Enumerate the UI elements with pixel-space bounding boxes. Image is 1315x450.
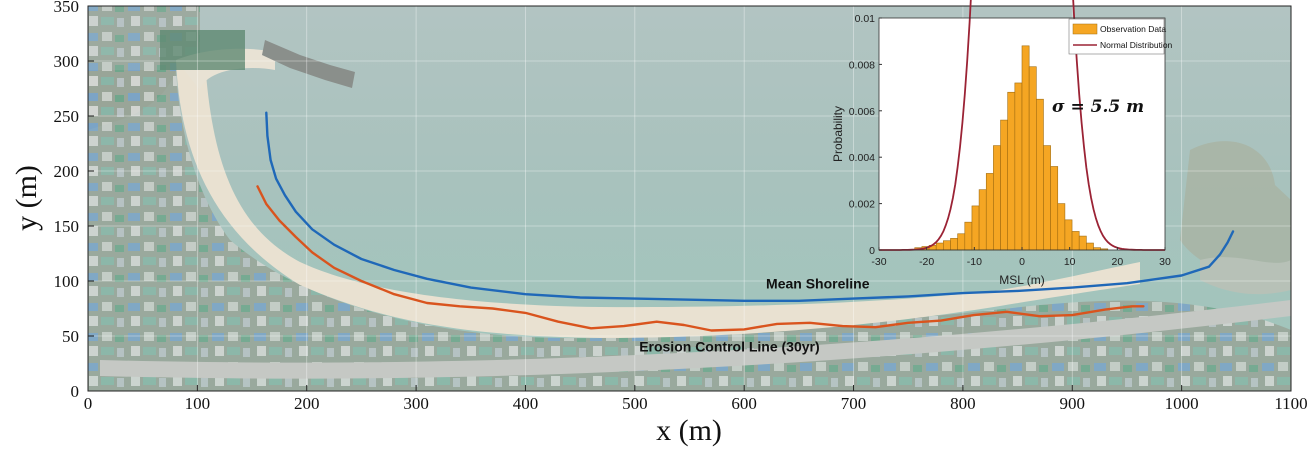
inset-x-axis-label: MSL (m) <box>999 273 1045 287</box>
histogram-bar <box>1000 119 1008 251</box>
main-x-tick-label: 0 <box>84 394 93 413</box>
inset-y-tick-label: 0.004 <box>849 152 875 164</box>
sigma-annotation: σ = 5.5 m <box>1052 97 1144 117</box>
main-x-tick-label: 400 <box>513 394 539 413</box>
main-y-tick-label: 250 <box>54 107 80 126</box>
inset-y-tick-label: 0.01 <box>855 13 876 25</box>
main-series-lines <box>256 111 1235 332</box>
histogram-bar <box>964 221 973 251</box>
inset-y-tick-label: 0.006 <box>849 106 875 118</box>
legend-swatch-observation <box>1072 23 1098 35</box>
inset-x-tick-label: 0 <box>1019 256 1025 268</box>
main-x-ticks: 0 100 200 300 400 500 600 700 800 900 1000 1100 <box>84 385 1308 413</box>
histogram-bar <box>1057 203 1066 251</box>
inset-x-tick-label: -30 <box>871 256 886 268</box>
inset-y-ticks: 0 0.002 0.004 0.006 0.008 0.01 <box>849 13 882 257</box>
main-x-tick-label: 800 <box>950 394 976 413</box>
histogram-bar <box>1078 235 1087 251</box>
main-x-tick-label: 1000 <box>1165 394 1199 413</box>
main-y-tick-label: 300 <box>54 52 80 71</box>
histogram-bar <box>950 238 958 251</box>
main-y-tick-label: 0 <box>71 382 80 401</box>
inset-x-tick-label: 20 <box>1111 256 1123 268</box>
main-plot-frame <box>87 5 1292 392</box>
main-x-tick-label: 500 <box>622 394 648 413</box>
inset-y-tick-label: 0.002 <box>849 199 875 211</box>
legend-label-observation: Observation Data <box>1100 24 1166 34</box>
histogram-bar <box>1086 242 1094 251</box>
main-x-tick-label: 600 <box>731 394 757 413</box>
histogram-bar <box>1050 166 1059 251</box>
histogram-bar <box>1064 219 1073 251</box>
mean-shoreline-line <box>265 111 1235 302</box>
inset-y-tick-label: 0.008 <box>849 59 875 71</box>
main-y-tick-label: 200 <box>54 162 80 181</box>
histogram-bar <box>1043 145 1051 251</box>
main-y-tick-label: 50 <box>62 327 79 346</box>
main-y-tick-label: 150 <box>54 217 80 236</box>
erosion-control-line-label: Erosion Control Line (30yr) <box>639 338 819 354</box>
histogram-bar <box>957 233 966 251</box>
main-y-ticks: 0 50 100 150 200 250 300 350 <box>54 0 94 401</box>
main-y-tick-label: 100 <box>54 272 80 291</box>
main-x-tick-label: 100 <box>185 394 211 413</box>
histogram-bar <box>978 189 987 251</box>
legend-label-normal: Normal Distribution <box>1100 40 1173 50</box>
histogram-bar <box>993 145 1001 251</box>
main-y-tick-label: 350 <box>54 0 80 16</box>
main-x-axis-label: x (m) <box>656 414 722 447</box>
histogram-bar <box>935 242 944 251</box>
inset-x-ticks: -30 -20 -10 0 10 20 30 <box>871 247 1171 268</box>
histogram-bar <box>985 173 994 251</box>
main-x-tick-label: 300 <box>403 394 429 413</box>
main-x-tick-label: 200 <box>294 394 320 413</box>
inset-x-tick-label: 10 <box>1064 256 1076 268</box>
inset-legend: Observation Data Normal Distribution <box>1068 18 1173 55</box>
inset-y-axis-label: Probability <box>831 106 845 162</box>
histogram-bar <box>1014 82 1023 251</box>
inset-x-tick-label: -10 <box>967 256 982 268</box>
main-annotations: Mean Shoreline Erosion Control Line (30yr… <box>639 276 870 355</box>
mean-shoreline-label: Mean Shoreline <box>766 276 870 292</box>
main-x-tick-label: 700 <box>841 394 867 413</box>
main-x-tick-label: 1100 <box>1274 394 1307 413</box>
inset-x-tick-label: 30 <box>1159 256 1171 268</box>
inset-histogram: -30 -20 -10 0 10 20 30 0 0.002 0.004 0.006 0.008 0.… <box>831 0 1173 287</box>
histogram-bar <box>1021 45 1030 251</box>
histogram-bar <box>971 205 980 251</box>
histogram-bar <box>1071 231 1080 251</box>
histogram-bar <box>1028 66 1037 251</box>
erosion-control-line <box>256 185 1145 332</box>
inset-y-tick-label: 0 <box>869 245 875 257</box>
histogram-bar <box>943 240 951 251</box>
histogram-bar <box>1007 91 1016 251</box>
inset-x-tick-label: -20 <box>919 256 934 268</box>
main-y-axis-label: y (m) <box>10 165 43 231</box>
main-x-tick-label: 900 <box>1060 394 1086 413</box>
histogram-bar <box>1036 98 1044 251</box>
